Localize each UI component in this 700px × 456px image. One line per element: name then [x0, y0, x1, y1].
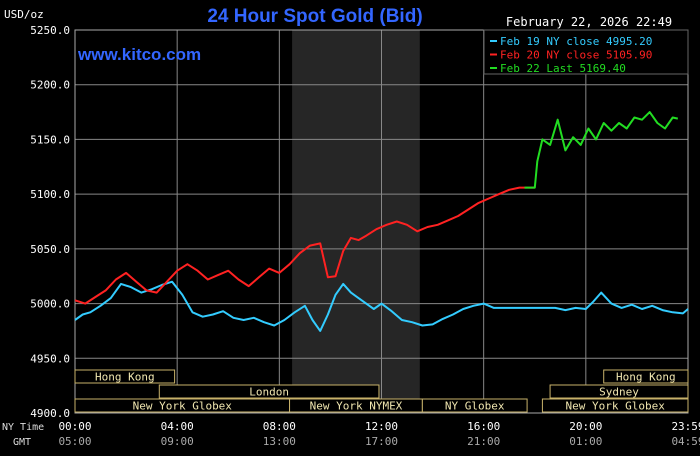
legend-entry: Feb 22 Last 5169.40 — [500, 62, 626, 75]
session-bar — [549, 384, 689, 399]
shaded-session-region — [292, 30, 420, 413]
y-axis-label: USD/oz — [4, 8, 44, 21]
series-line-1 — [74, 186, 535, 305]
session-label: Hong Kong — [95, 371, 155, 384]
series-lines — [74, 111, 689, 332]
session-label: Sydney — [599, 386, 639, 399]
session-bar — [541, 398, 689, 413]
x-tick-label-ny: 00:00 — [58, 420, 91, 433]
x-tick-label-gmt: 21:00 — [467, 435, 500, 448]
x-tick-labels: 00:00 05:00 04:00 09:00 08:00 13:00 12:00 17:00… — [58, 420, 700, 448]
gmt-row-label: GMT — [13, 437, 31, 448]
legend-entry: Feb 19 NY close 4995.20 — [500, 35, 652, 48]
timestamp: February 22, 2026 22:49 — [506, 15, 672, 29]
session-label: Hong Kong — [616, 371, 676, 384]
y-tick-label: 4900.0 — [30, 407, 70, 420]
x-tick-label-gmt: 04:59 — [671, 435, 700, 448]
trading-sessions: Hong Kong Hong Kong Sydney London New York G… — [74, 369, 689, 413]
plot-border — [74, 29, 689, 414]
y-tick-label: 5100.0 — [30, 188, 70, 201]
session-label: London — [249, 386, 289, 399]
watermark-text: www.kitco.com — [77, 45, 201, 64]
session-bar — [74, 369, 176, 384]
x-tick-label-ny: 12:00 — [365, 420, 398, 433]
y-tick-label: 5200.0 — [30, 79, 70, 92]
x-tick-label-gmt: 13:00 — [263, 435, 296, 448]
y-tick-labels: 4900.0 4950.0 5000.0 5050.0 5100.0 5150.0 5200… — [30, 24, 70, 420]
y-tick-label: 5000.0 — [30, 298, 70, 311]
x-tick-label-ny: 04:00 — [161, 420, 194, 433]
x-tick-label-ny: 16:00 — [467, 420, 500, 433]
x-tick-label-gmt: 01:00 — [569, 435, 602, 448]
x-tick-label-gmt: 09:00 — [161, 435, 194, 448]
x-tick-label-gmt: 05:00 — [58, 435, 91, 448]
ny-time-row-label: NY Time — [2, 422, 44, 433]
y-tick-label: 4950.0 — [30, 352, 70, 365]
series-line-0 — [74, 280, 689, 332]
session-label: New York NYMEX — [310, 400, 403, 413]
y-tick-label: 5150.0 — [30, 133, 70, 146]
session-bar — [603, 369, 689, 384]
x-tick-label-ny: 08:00 — [263, 420, 296, 433]
y-tick-label: 5050.0 — [30, 243, 70, 256]
legend-box — [483, 29, 689, 75]
session-label: New York Globex — [566, 400, 666, 413]
session-label: NY Globex — [445, 400, 505, 413]
legend-entry: Feb 20 NY close 5105.90 — [500, 49, 652, 62]
y-tick-label: 5250.0 — [30, 24, 70, 37]
x-tick-label-gmt: 17:00 — [365, 435, 398, 448]
series-line-2 — [524, 111, 679, 189]
session-label: New York Globex — [133, 400, 233, 413]
session-bar — [421, 398, 528, 413]
x-tick-label-ny: 20:00 — [569, 420, 602, 433]
session-bar — [158, 384, 380, 399]
x-tick-label-ny: 23:59 — [671, 420, 700, 433]
chart-title: 24 Hour Spot Gold (Bid) — [207, 6, 422, 27]
